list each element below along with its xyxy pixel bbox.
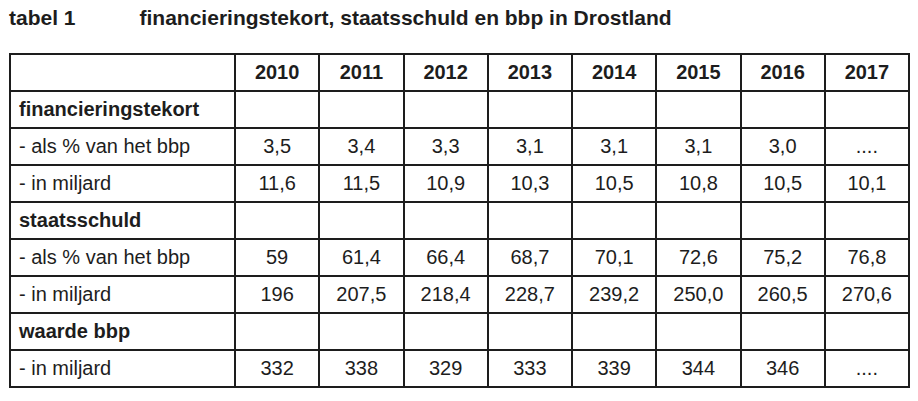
value-cell: 10,9	[404, 165, 488, 202]
value-cell: 228,7	[488, 276, 572, 313]
value-cell	[741, 202, 825, 239]
value-cell: 68,7	[488, 239, 572, 276]
year-header-row: 20102011201220132014201520162017	[10, 54, 909, 91]
value-cell	[235, 313, 319, 350]
value-cell: 239,2	[572, 276, 656, 313]
value-cell: ....	[825, 128, 909, 165]
corner-cell	[10, 54, 235, 91]
year-header: 2016	[741, 54, 825, 91]
value-cell: 346	[741, 350, 825, 387]
value-cell: 11,5	[319, 165, 403, 202]
value-cell: 218,4	[404, 276, 488, 313]
value-cell: ....	[825, 350, 909, 387]
value-cell: 196	[235, 276, 319, 313]
data-table: 20102011201220132014201520162017 financi…	[9, 53, 910, 388]
year-header: 2013	[488, 54, 572, 91]
section-row: staatsschuld	[10, 202, 909, 239]
row-label: - in miljard	[10, 276, 235, 313]
value-cell: 76,8	[825, 239, 909, 276]
value-cell: 3,1	[656, 128, 740, 165]
value-cell: 3,0	[741, 128, 825, 165]
value-cell: 61,4	[319, 239, 403, 276]
data-row: - in miljard11,611,510,910,310,510,810,5…	[10, 165, 909, 202]
value-cell: 10,8	[656, 165, 740, 202]
data-row: - in miljard196207,5218,4228,7239,2250,0…	[10, 276, 909, 313]
value-cell: 207,5	[319, 276, 403, 313]
value-cell	[741, 313, 825, 350]
value-cell	[488, 202, 572, 239]
value-cell: 333	[488, 350, 572, 387]
value-cell: 3,4	[319, 128, 403, 165]
value-cell: 72,6	[656, 239, 740, 276]
value-cell: 70,1	[572, 239, 656, 276]
year-header: 2011	[319, 54, 403, 91]
value-cell: 270,6	[825, 276, 909, 313]
section-row: waarde bbp	[10, 313, 909, 350]
value-cell	[656, 91, 740, 128]
row-label: - in miljard	[10, 165, 235, 202]
value-cell	[488, 313, 572, 350]
year-header: 2014	[572, 54, 656, 91]
value-cell: 3,3	[404, 128, 488, 165]
value-cell	[656, 202, 740, 239]
value-cell	[825, 91, 909, 128]
value-cell: 66,4	[404, 239, 488, 276]
value-cell	[404, 91, 488, 128]
value-cell	[404, 313, 488, 350]
value-cell	[656, 313, 740, 350]
year-header: 2015	[656, 54, 740, 91]
value-cell	[404, 202, 488, 239]
value-cell	[572, 313, 656, 350]
year-header: 2010	[235, 54, 319, 91]
value-cell: 338	[319, 350, 403, 387]
value-cell: 10,5	[572, 165, 656, 202]
value-cell: 332	[235, 350, 319, 387]
value-cell: 260,5	[741, 276, 825, 313]
value-cell: 11,6	[235, 165, 319, 202]
row-label: - in miljard	[10, 350, 235, 387]
row-label: - als % van het bbp	[10, 128, 235, 165]
value-cell	[572, 202, 656, 239]
value-cell	[319, 202, 403, 239]
value-cell: 75,2	[741, 239, 825, 276]
value-cell: 329	[404, 350, 488, 387]
table-title-text: financieringstekort, staatsschuld en bbp…	[140, 6, 672, 30]
value-cell	[235, 202, 319, 239]
value-cell	[488, 91, 572, 128]
value-cell: 3,1	[572, 128, 656, 165]
value-cell	[825, 202, 909, 239]
value-cell: 59	[235, 239, 319, 276]
section-label: financieringstekort	[10, 91, 235, 128]
year-header: 2017	[825, 54, 909, 91]
value-cell: 250,0	[656, 276, 740, 313]
value-cell	[825, 313, 909, 350]
value-cell: 3,1	[488, 128, 572, 165]
value-cell: 10,1	[825, 165, 909, 202]
section-label: waarde bbp	[10, 313, 235, 350]
value-cell	[235, 91, 319, 128]
table-title: tabel 1 financieringstekort, staatsschul…	[0, 0, 918, 30]
value-cell	[741, 91, 825, 128]
data-row: - in miljard332338329333339344346....	[10, 350, 909, 387]
section-row: financieringstekort	[10, 91, 909, 128]
value-cell: 344	[656, 350, 740, 387]
table-title-label: tabel 1	[9, 6, 76, 30]
value-cell: 3,5	[235, 128, 319, 165]
data-row: - als % van het bbp3,53,43,33,13,13,13,0…	[10, 128, 909, 165]
value-cell	[319, 313, 403, 350]
data-row: - als % van het bbp5961,466,468,770,172,…	[10, 239, 909, 276]
value-cell: 10,3	[488, 165, 572, 202]
value-cell: 10,5	[741, 165, 825, 202]
row-label: - als % van het bbp	[10, 239, 235, 276]
year-header: 2012	[404, 54, 488, 91]
value-cell	[572, 91, 656, 128]
value-cell: 339	[572, 350, 656, 387]
section-label: staatsschuld	[10, 202, 235, 239]
value-cell	[319, 91, 403, 128]
